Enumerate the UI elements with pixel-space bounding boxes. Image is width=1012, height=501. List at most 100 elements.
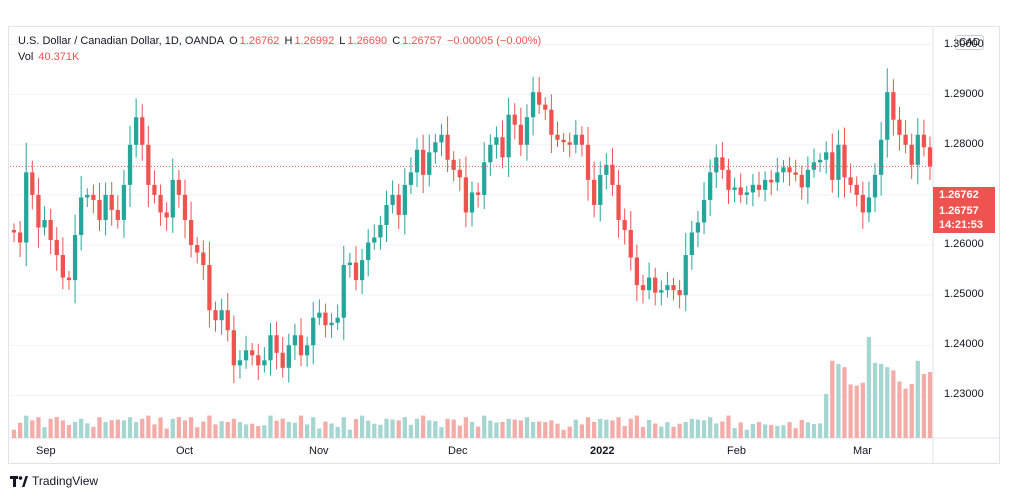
volume-value: 40.371K xyxy=(38,51,80,63)
volume-bar xyxy=(744,429,749,438)
candle-body xyxy=(292,335,298,346)
tradingview-logo[interactable]: TradingView xyxy=(10,474,98,488)
volume-bar xyxy=(903,388,908,438)
candle-body xyxy=(665,285,670,291)
candle-body xyxy=(549,109,554,135)
volume-bar xyxy=(146,415,151,438)
volume-bar xyxy=(72,422,78,438)
candle-body xyxy=(512,114,517,125)
price-tick-label: 1.25000 xyxy=(944,288,984,301)
volume-bar xyxy=(54,417,59,438)
volume-bar xyxy=(445,418,450,438)
candle-body xyxy=(555,134,560,140)
candle-body xyxy=(445,134,450,160)
candle-body xyxy=(250,350,255,356)
volume-bar xyxy=(237,422,243,438)
volume-bar xyxy=(854,385,859,438)
volume-bar xyxy=(176,417,182,438)
candle-body xyxy=(164,212,169,218)
candle-body xyxy=(799,174,804,188)
candle-body xyxy=(720,157,725,170)
time-tick-label: 2022 xyxy=(590,445,615,457)
candle-body xyxy=(811,162,817,170)
candle-body xyxy=(879,139,884,175)
volume-bar xyxy=(469,422,475,438)
candle-body xyxy=(103,194,108,220)
open-label: O xyxy=(229,35,238,47)
candle-body xyxy=(787,167,792,173)
volume-bar xyxy=(250,423,255,438)
volume-bar xyxy=(372,423,377,438)
candle-body xyxy=(195,245,200,253)
candle-body xyxy=(579,134,585,145)
candle-body xyxy=(396,194,401,215)
volume-bar xyxy=(622,426,627,438)
candle-body xyxy=(604,164,609,175)
volume-bar xyxy=(891,370,896,438)
candle-body xyxy=(366,242,371,261)
tradingview-brand: TradingView xyxy=(32,474,99,488)
low-value: 1.26690 xyxy=(347,35,388,47)
volume-bar xyxy=(286,422,291,438)
last-price-value: 1.26757 xyxy=(939,205,979,217)
price-tick-label: 1.23000 xyxy=(944,388,984,401)
symbol-legend: U.S. Dollar / Canadian Dollar, 1D, OANDA… xyxy=(18,35,543,47)
candle-body xyxy=(866,197,872,213)
volume-bar xyxy=(824,394,829,438)
high-value: 1.26992 xyxy=(294,35,335,47)
symbol-title: U.S. Dollar / Canadian Dollar, 1D, OANDA xyxy=(18,35,225,47)
volume-bar xyxy=(628,418,633,438)
volume-bar xyxy=(91,426,96,438)
candle-body xyxy=(775,172,780,183)
candle-body xyxy=(634,257,640,286)
volume-bar xyxy=(140,418,145,438)
volume-bar xyxy=(879,364,884,438)
volume-bar xyxy=(714,423,719,438)
candle-body xyxy=(97,199,102,220)
volume-bar xyxy=(598,418,603,438)
candle-body xyxy=(414,149,420,173)
volume-bar xyxy=(537,421,542,438)
candle-body xyxy=(567,142,572,145)
chart-frame[interactable] xyxy=(8,26,1000,464)
volume-bar xyxy=(66,424,72,438)
candle-body xyxy=(488,144,493,163)
candle-body xyxy=(701,199,707,223)
candle-body xyxy=(585,144,591,180)
candle-body xyxy=(616,184,621,220)
volume-bar xyxy=(634,415,640,438)
volume-bar xyxy=(225,422,230,438)
volume-bar xyxy=(616,417,621,438)
candle-body xyxy=(24,172,29,243)
candle-body xyxy=(897,119,902,135)
volume-bar xyxy=(298,415,304,438)
volume-bar xyxy=(457,425,462,438)
candle-body xyxy=(573,134,578,145)
volume-bar xyxy=(201,421,206,438)
volume-bar xyxy=(591,422,597,438)
price-tick-label: 1.24000 xyxy=(944,338,984,351)
volume-bar xyxy=(170,418,175,438)
volume-bar xyxy=(811,424,817,438)
candle-body xyxy=(836,144,841,180)
candle-body xyxy=(598,174,603,205)
candle-body xyxy=(298,335,304,356)
candle-body xyxy=(732,187,737,190)
candle-body xyxy=(158,194,163,213)
candle-body xyxy=(121,184,127,220)
candle-body xyxy=(885,92,890,140)
candle-body xyxy=(640,285,646,291)
candle-body xyxy=(683,255,688,296)
currency-button[interactable]: CAD xyxy=(955,35,985,50)
volume-bar xyxy=(341,417,346,438)
candle-body xyxy=(750,184,756,193)
volume-bar xyxy=(848,384,853,438)
volume-bar xyxy=(866,337,872,438)
volume-bar xyxy=(396,420,401,438)
volume-bar xyxy=(243,424,249,438)
time-tick-label: Mar xyxy=(853,445,872,457)
candle-body xyxy=(213,310,218,321)
candle-body xyxy=(726,169,731,190)
candle-body xyxy=(79,197,84,236)
